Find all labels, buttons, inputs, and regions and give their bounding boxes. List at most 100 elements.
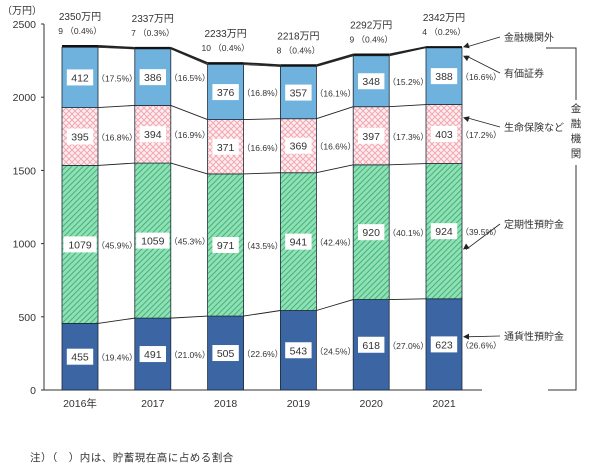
bracket (546, 47, 577, 100)
value-box (358, 336, 385, 353)
total-label: 2337万円 (132, 14, 174, 25)
share-label: （17.5%） (96, 73, 137, 83)
value-box (63, 236, 97, 253)
x-tick-label: 2020 (360, 398, 384, 410)
share-label: （16.8%） (242, 88, 283, 98)
total-label: 2350万円 (59, 12, 101, 23)
connector-line (170, 47, 208, 64)
value-box (358, 73, 385, 90)
connector-line (170, 104, 208, 121)
share-label: （16.6%） (242, 143, 283, 153)
y-tick-label: 2000 (13, 92, 37, 104)
x-tick-label: 2017 (141, 398, 165, 410)
y-tick-label: 1500 (13, 165, 37, 177)
value-box (139, 346, 166, 363)
share-label: （16.6%） (460, 72, 501, 82)
value-box (66, 128, 94, 145)
share-label: （19.4%） (96, 353, 137, 363)
value-label: 623 (435, 339, 453, 351)
connector-line (97, 317, 135, 324)
value-box (430, 126, 458, 143)
legend-time-deposits: 定期性預貯金 (504, 218, 564, 231)
group-label-char: 金 (571, 102, 582, 115)
legend-securities: 有価証券 (504, 67, 544, 80)
connector-line (97, 104, 135, 109)
value-box (139, 69, 166, 86)
total-label: 2233万円 (204, 29, 246, 40)
connector-line (243, 62, 281, 67)
share-label: （17.3%） (388, 132, 429, 142)
value-label: 1079 (68, 239, 92, 251)
group-label-char: 機 (571, 132, 582, 145)
non-financial-label: 10 （0.4%） (201, 43, 249, 53)
legend-currency-deposits: 通貨性預貯金 (504, 330, 564, 343)
value-box (136, 232, 170, 249)
connector-line (243, 64, 281, 67)
value-label: 971 (217, 240, 235, 252)
total-label: 2342万円 (423, 13, 465, 24)
connector-line (170, 162, 208, 175)
y-tick-label: 1000 (13, 239, 37, 251)
y-unit-label: （万円） (2, 5, 42, 17)
connector-line (243, 310, 281, 317)
connector-line (243, 118, 281, 121)
connector-line (97, 162, 135, 166)
value-label: 357 (290, 88, 308, 100)
axes: （万円） 0 500 1000 1500 2000 2500 2016年 2017 2018 201… (2, 5, 482, 410)
value-label: 1059 (141, 236, 165, 248)
connector-line (316, 53, 354, 67)
value-box (212, 236, 239, 253)
non-financial-label: 9 （0.4%） (58, 26, 101, 36)
value-box (66, 348, 94, 365)
value-label: 455 (71, 352, 89, 364)
connector-line (97, 46, 135, 50)
labels: 455 （19.4%） 1079 （45.9%） 395 （16.8%） 412 （17.5%… (58, 12, 502, 365)
share-label: （16.1%） (315, 89, 356, 99)
value-box (212, 84, 239, 101)
share-label: （16.6%） (315, 142, 356, 152)
share-label: （16.8%） (96, 133, 137, 143)
value-label: 397 (362, 131, 380, 143)
share-label: （40.1%） (388, 228, 429, 238)
x-tick-label: 2019 (287, 398, 311, 410)
connector-line (389, 298, 427, 300)
value-box (430, 336, 458, 353)
non-financial-label: 4 （0.2%） (422, 27, 465, 37)
value-box (66, 69, 94, 86)
share-label: （16.5%） (169, 73, 210, 83)
share-label: （22.6%） (242, 349, 283, 359)
value-label: 376 (217, 87, 235, 99)
value-label: 386 (144, 72, 162, 84)
share-label: （45.3%） (169, 237, 210, 247)
connector-line (243, 172, 281, 175)
y-tick-label: 0 (30, 385, 36, 397)
value-box (285, 342, 312, 359)
footnote: 注）（ ）内は、貯蓄現在高に占める割合 (30, 452, 234, 464)
non-financial-label: 7 （0.3%） (131, 28, 174, 38)
share-label: （21.0%） (169, 350, 210, 360)
share-label: （27.0%） (388, 341, 429, 351)
value-label: 505 (217, 348, 235, 360)
connector-line (316, 55, 354, 67)
legend-life-insurance: 生命保険など (504, 121, 564, 134)
connector-line (170, 315, 208, 319)
connector-line (316, 299, 354, 311)
share-label: （15.2%） (388, 77, 429, 87)
value-label: 371 (217, 142, 235, 154)
value-label: 543 (290, 345, 308, 357)
connector-line (170, 48, 208, 65)
share-label: （24.5%） (315, 346, 356, 356)
share-label: （43.5%） (242, 241, 283, 251)
share-label: （17.2%） (460, 130, 501, 140)
value-box (212, 345, 239, 362)
group-label-char: 融 (571, 118, 582, 130)
value-box (212, 138, 239, 155)
value-label: 394 (144, 129, 162, 141)
non-financial-label: 8 （0.4%） (277, 45, 320, 55)
value-label: 403 (435, 129, 453, 141)
connector-line (389, 163, 427, 166)
share-label: （45.9%） (96, 240, 137, 250)
non-financial-label: 9 （0.4%） (349, 34, 392, 44)
value-label: 388 (435, 71, 453, 83)
share-label: （16.9%） (169, 130, 210, 140)
